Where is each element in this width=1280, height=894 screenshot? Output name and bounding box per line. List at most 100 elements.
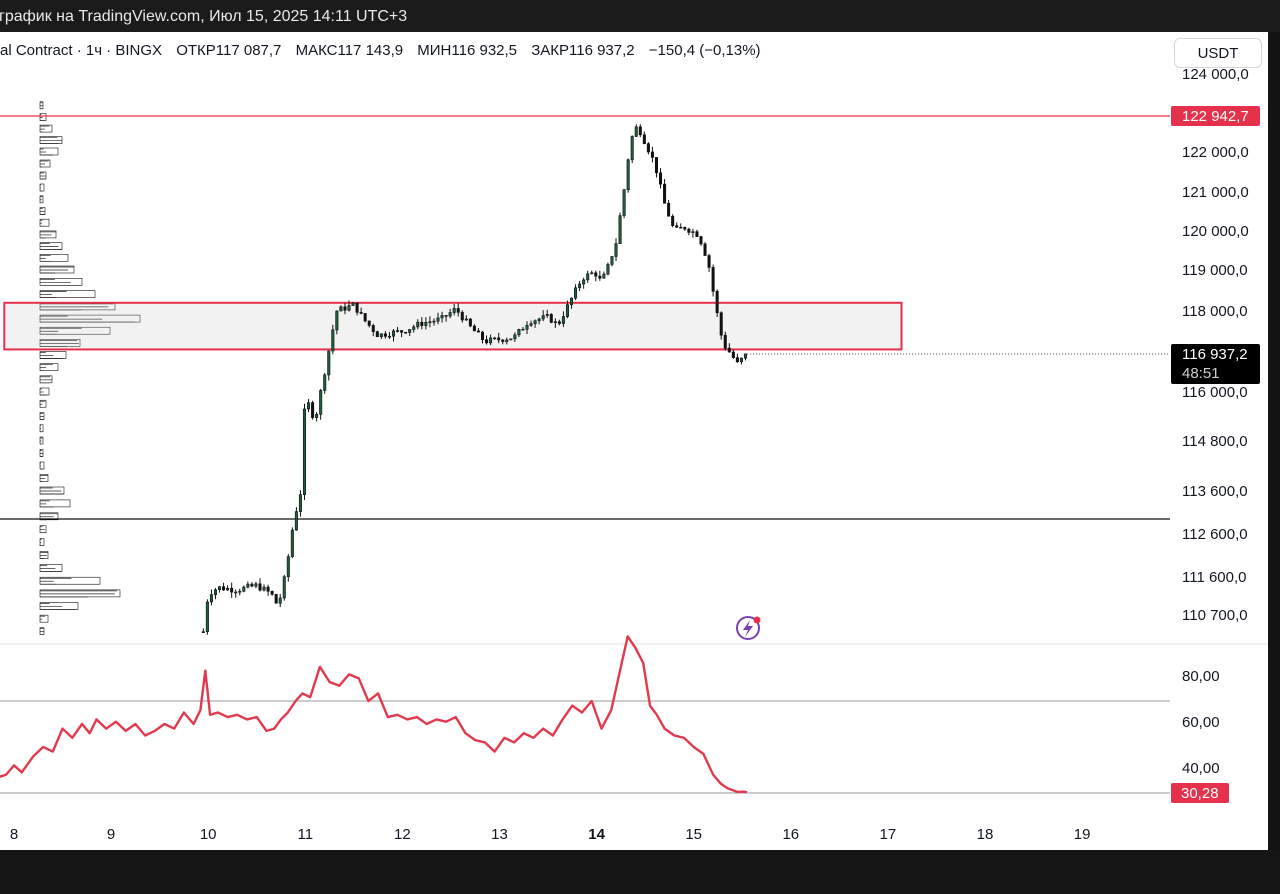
volume-profile-bar — [39, 254, 69, 262]
candle-body — [614, 243, 618, 257]
candle-body — [436, 317, 440, 322]
candle-body — [618, 215, 622, 244]
candle-body — [654, 157, 658, 174]
candle-body — [444, 315, 448, 317]
candle-body — [375, 331, 379, 338]
candle-body — [286, 556, 290, 578]
candle-body — [270, 591, 274, 595]
candle-body — [675, 225, 679, 228]
candle-body — [294, 511, 298, 531]
volume-profile-bar — [39, 551, 49, 559]
symbol-legend: al Contract · 1ч · BINGX ОТКР117 087,7 М… — [0, 42, 761, 59]
candle-body — [371, 325, 375, 332]
candle-body — [553, 321, 557, 323]
volume-profile-bar — [39, 512, 59, 521]
low-label: МИН — [417, 42, 452, 59]
time-tick-label: 15 — [685, 826, 702, 843]
rsi-tick-label: 60,00 — [1182, 714, 1220, 731]
candle-body — [262, 586, 266, 591]
resistance-label-box — [1171, 106, 1260, 126]
candle-body — [541, 315, 545, 320]
candle-body — [315, 413, 319, 418]
candle-body — [565, 304, 569, 317]
candle-body — [218, 586, 222, 591]
candle-body — [396, 330, 400, 332]
candle-body — [331, 329, 335, 352]
candle-body — [404, 331, 408, 334]
candle-body — [679, 226, 683, 229]
candle-body — [493, 337, 497, 340]
candle-body — [274, 594, 278, 604]
candle-body — [254, 583, 258, 587]
candle-body — [743, 353, 748, 359]
candle-body — [557, 321, 561, 324]
candle-body — [351, 302, 355, 306]
price-axis: 124 000,0 122 000,0 121 000,0 120 000,0 119 … — [1171, 66, 1260, 624]
candle-body — [505, 339, 509, 342]
candle-body — [489, 337, 493, 344]
candle-body — [319, 390, 323, 415]
candle-body — [659, 172, 663, 185]
close-label: ЗАКР — [531, 42, 569, 59]
candle-body — [226, 587, 230, 591]
candle-body — [582, 279, 586, 285]
candle-body — [246, 583, 250, 588]
chart-canvas[interactable]: al Contract · 1ч · BINGX ОТКР117 087,7 М… — [0, 32, 1268, 850]
candle-body — [719, 312, 723, 336]
candle-body — [521, 328, 525, 331]
price-tick-label: 124 000,0 — [1182, 66, 1249, 83]
volume-profile-bar — [39, 124, 53, 133]
rsi-pane: 80,00 60,00 40,00 30,28 — [0, 635, 1229, 803]
symbol-name: al Contract · 1ч · BINGX — [0, 42, 163, 59]
candle-body — [549, 314, 553, 323]
high-label: МАКС — [295, 42, 338, 59]
candle-body — [711, 267, 715, 292]
volume-profile-bar — [39, 230, 57, 239]
time-tick-label: 11 — [298, 826, 314, 843]
candle-body — [525, 325, 529, 330]
low-value: 116 932,5 — [451, 42, 518, 59]
rsi-tick-label: 40,00 — [1182, 760, 1220, 777]
candle-body — [683, 226, 687, 230]
rsi-last-label: 30,28 — [1181, 785, 1219, 802]
candle-body — [630, 136, 634, 161]
volume-profile-bar — [39, 218, 50, 227]
currency-button[interactable]: USDT — [1174, 38, 1262, 68]
icon-dot — [753, 616, 761, 624]
candle-body — [456, 308, 460, 313]
lightning-alert-icon[interactable] — [736, 616, 761, 640]
price-tick-label: 120 000,0 — [1182, 223, 1249, 240]
price-tick-label: 118 000,0 — [1182, 303, 1248, 320]
candle-body — [343, 306, 347, 311]
time-tick-label: 8 — [10, 826, 18, 843]
candle-body — [574, 287, 578, 299]
candle-body — [323, 374, 327, 391]
volume-profile-bar — [39, 474, 49, 482]
candle-body — [699, 236, 703, 245]
candle-body — [578, 283, 582, 289]
candle-body — [201, 631, 205, 633]
candle-body — [209, 594, 213, 603]
resistance-label: 122 942,7 — [1182, 108, 1249, 125]
candle-body — [420, 321, 424, 326]
last-price-box — [1171, 344, 1260, 384]
price-tick-label: 113 600,0 — [1182, 483, 1248, 500]
candle-body — [622, 189, 626, 216]
volume-profile — [39, 101, 141, 636]
candle-body — [464, 318, 468, 321]
candle-body — [428, 321, 432, 324]
time-tick-label: 9 — [107, 826, 115, 843]
candle-body — [339, 306, 343, 312]
rsi-last-box — [1171, 783, 1229, 803]
candle-body — [667, 202, 671, 217]
chart-svg[interactable]: 124 000,0 122 000,0 121 000,0 120 000,0 119 … — [0, 32, 1268, 850]
candle-body — [509, 338, 513, 341]
price-tick-label: 110 700,0 — [1182, 607, 1248, 624]
candle-body — [586, 273, 590, 281]
bottom-bar — [0, 850, 1280, 894]
candle-body — [731, 351, 735, 358]
window-title: график на TradingView.com, Июл 15, 2025 … — [0, 8, 408, 25]
price-tick-label: 121 000,0 — [1182, 184, 1249, 201]
time-tick-label: 17 — [880, 826, 897, 843]
candle-body — [646, 143, 650, 153]
